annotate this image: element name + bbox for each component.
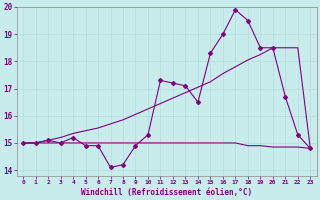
X-axis label: Windchill (Refroidissement éolien,°C): Windchill (Refroidissement éolien,°C): [81, 188, 252, 197]
